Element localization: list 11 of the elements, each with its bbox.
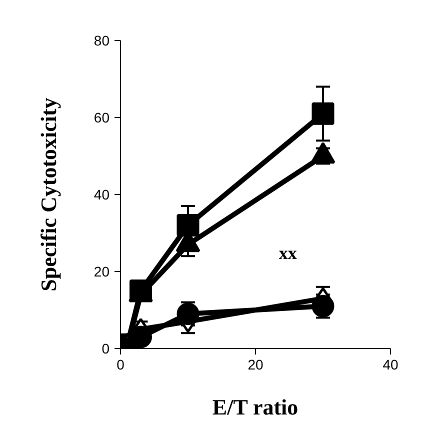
y-tick-label: 80 [94, 32, 110, 48]
x-tick-label: 20 [248, 356, 264, 372]
y-axis-title: Specific Cytotoxicity [36, 98, 61, 292]
x-axis-title: E/T ratio [212, 394, 298, 420]
y-tick-label: 20 [94, 264, 110, 280]
x-tick-label: 0 [116, 356, 125, 372]
x-tick-label: 40 [382, 356, 398, 372]
y-tick-label: 40 [94, 186, 110, 202]
annotation: xx [278, 243, 297, 264]
y-tick-label: 60 [94, 110, 110, 126]
y-tick-label: 0 [102, 340, 110, 356]
